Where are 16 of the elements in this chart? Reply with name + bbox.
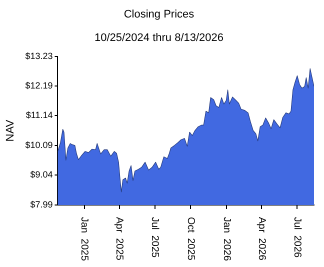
x-tick-label: Jul 2026 [291,217,302,258]
y-tick-label: $11.14 [26,110,53,120]
chart-title: Closing Prices [124,8,195,21]
y-tick-label: $7.99 [30,199,53,210]
x-tick-label: Oct 2025 [184,217,196,261]
x-tick-label: Apr 2026 [256,217,267,261]
x-tick-label: Jan 2026 [220,217,232,262]
x-tick-label: Jul 2025 [149,217,160,258]
x-tick-label: Jan 2025 [78,217,90,262]
y-tick-label: $10.09 [25,140,53,150]
y-axis-title: NAV [4,119,17,142]
y-tick-label: $9.04 [30,170,53,180]
chart-subtitle: 10/25/2024 thru 8/13/2026 [94,32,224,44]
y-tick-label: $12.19 [25,80,53,90]
y-tick-label: $13.23 [25,50,53,61]
x-tick-label: Apr 2025 [114,217,125,261]
